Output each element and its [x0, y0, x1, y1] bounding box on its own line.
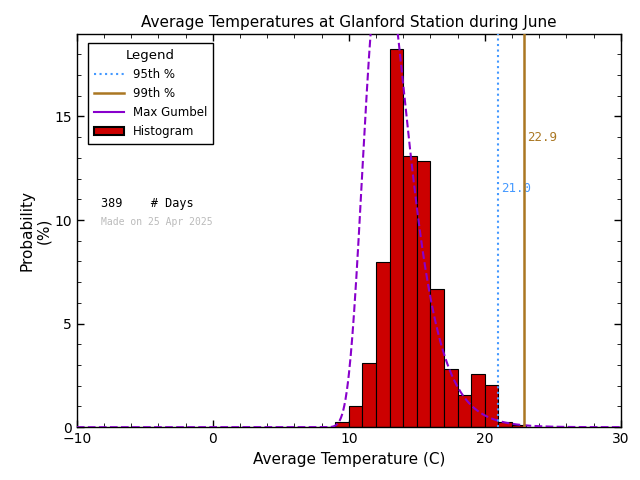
Bar — [512, 424, 525, 427]
Text: Made on 25 Apr 2025: Made on 25 Apr 2025 — [101, 216, 213, 227]
Bar — [417, 161, 431, 427]
Bar — [390, 49, 403, 427]
Bar — [362, 363, 376, 427]
Text: 22.9: 22.9 — [527, 131, 557, 144]
X-axis label: Average Temperature (C): Average Temperature (C) — [253, 452, 445, 467]
Y-axis label: Probability
(%): Probability (%) — [19, 190, 52, 271]
Bar — [335, 422, 349, 427]
Bar — [444, 369, 458, 427]
Bar — [376, 262, 390, 427]
Bar — [458, 396, 471, 427]
Bar — [471, 374, 485, 427]
Title: Average Temperatures at Glanford Station during June: Average Temperatures at Glanford Station… — [141, 15, 557, 30]
Text: 21.0: 21.0 — [501, 182, 531, 195]
Bar — [485, 384, 499, 427]
Bar — [431, 289, 444, 427]
Text: 389    # Days: 389 # Days — [101, 197, 194, 210]
Bar — [403, 156, 417, 427]
Legend: 95th %, 99th %, Max Gumbel, Histogram: 95th %, 99th %, Max Gumbel, Histogram — [88, 43, 213, 144]
Bar — [499, 422, 512, 427]
Bar — [349, 406, 362, 427]
